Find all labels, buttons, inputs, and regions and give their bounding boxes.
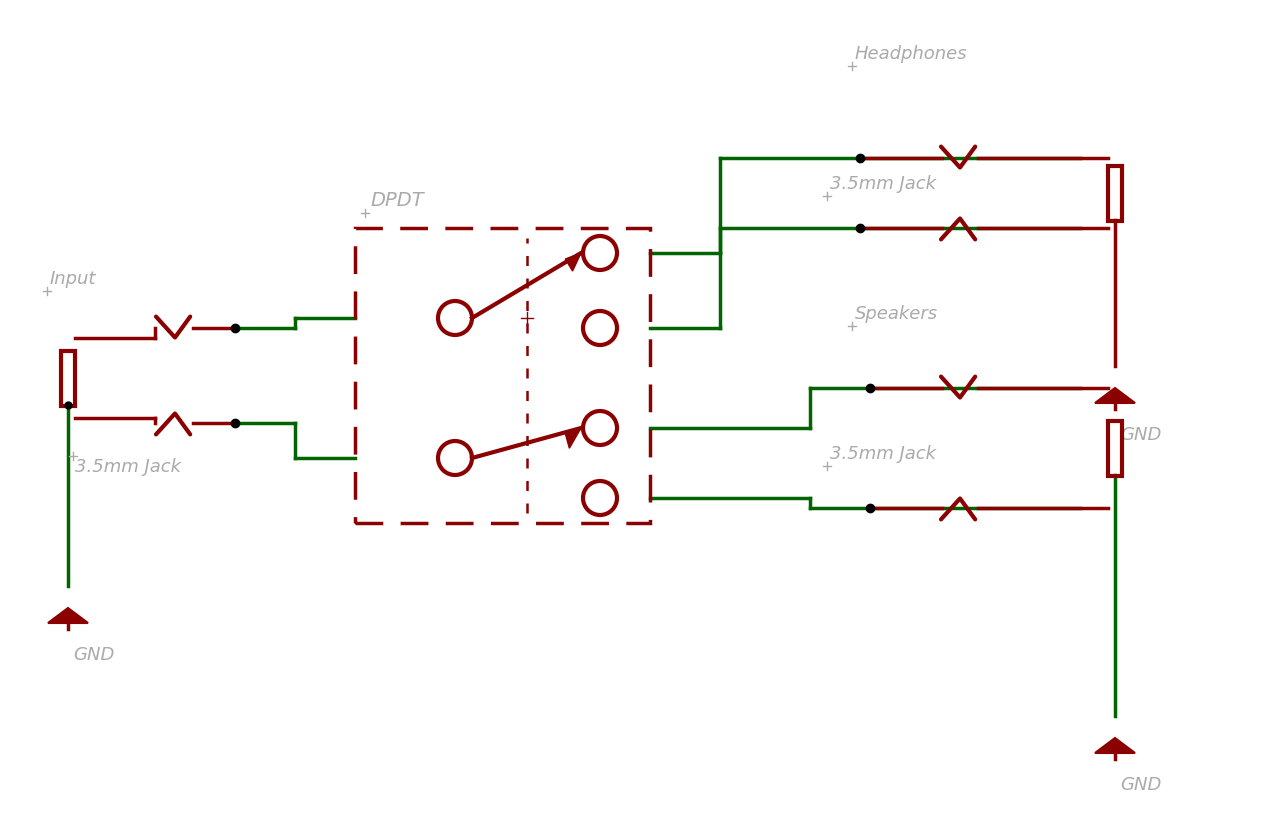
Text: Speakers: Speakers bbox=[854, 305, 938, 323]
Text: Headphones: Headphones bbox=[854, 45, 968, 63]
Text: GND: GND bbox=[1120, 776, 1161, 794]
Text: 3.5mm Jack: 3.5mm Jack bbox=[830, 445, 936, 463]
Polygon shape bbox=[1095, 388, 1134, 403]
Bar bbox=[1108, 420, 1122, 475]
Polygon shape bbox=[565, 253, 581, 271]
Text: 3.5mm Jack: 3.5mm Jack bbox=[830, 175, 936, 193]
Bar bbox=[356, 228, 650, 523]
Polygon shape bbox=[49, 608, 88, 623]
Polygon shape bbox=[1095, 738, 1134, 753]
Polygon shape bbox=[565, 428, 581, 448]
Text: 3.5mm Jack: 3.5mm Jack bbox=[75, 458, 182, 476]
Text: GND: GND bbox=[73, 646, 114, 664]
Text: DPDT: DPDT bbox=[370, 191, 423, 210]
Bar bbox=[1108, 165, 1122, 221]
Text: GND: GND bbox=[1120, 426, 1161, 444]
Bar bbox=[61, 350, 75, 406]
Text: Input: Input bbox=[50, 270, 96, 288]
